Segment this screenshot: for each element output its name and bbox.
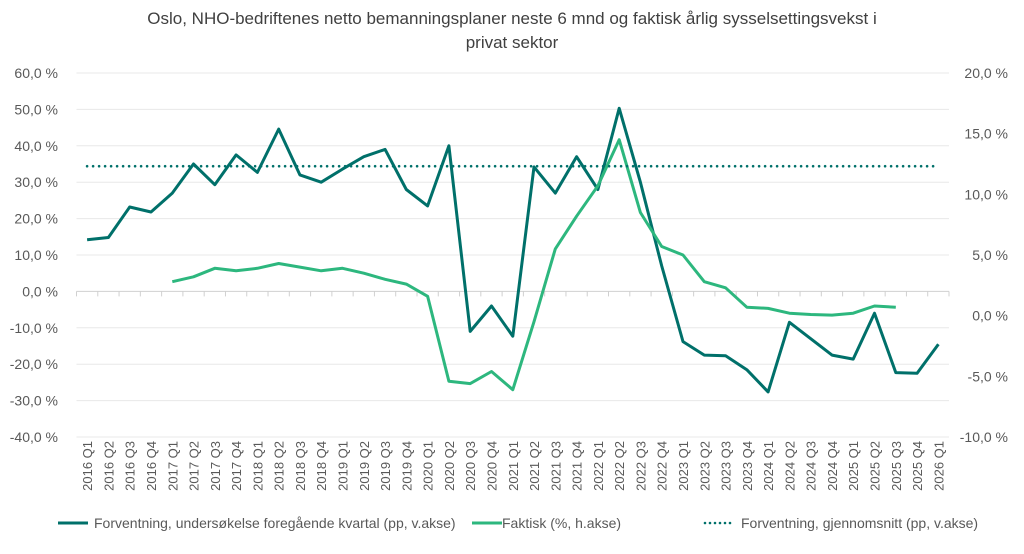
x-axis-tick-label: 2019 Q1 <box>336 441 351 491</box>
x-axis-tick-label: 2025 Q1 <box>846 441 861 491</box>
x-axis-tick-label: 2026 Q1 <box>931 441 946 491</box>
x-axis-tick-label: 2021 Q4 <box>570 441 585 491</box>
right-axis-tick-label: 10,0 % <box>964 186 1008 202</box>
right-axis-tick-label: 20,0 % <box>964 65 1008 81</box>
x-axis-tick-label: 2018 Q1 <box>250 441 265 491</box>
x-axis-tick-label: 2022 Q2 <box>612 441 627 491</box>
x-axis-tick-label: 2024 Q4 <box>825 441 840 491</box>
right-axis-tick-label: 5,0 % <box>972 247 1008 263</box>
x-axis-tick-label: 2023 Q1 <box>676 441 691 491</box>
left-axis-tick-label: 10,0 % <box>14 247 58 263</box>
x-axis-tick-label: 2016 Q2 <box>101 441 116 491</box>
left-axis-tick-label: -20,0 % <box>10 356 58 372</box>
left-axis-tick-label: 60,0 % <box>14 65 58 81</box>
x-axis-tick-label: 2018 Q3 <box>293 441 308 491</box>
x-axis-tick-label: 2024 Q2 <box>782 441 797 491</box>
left-axis-tick-label: -30,0 % <box>10 393 58 409</box>
legend-label-1: Forventning, undersøkelse foregående kva… <box>94 515 456 531</box>
left-axis-tick-label: 30,0 % <box>14 174 58 190</box>
chart-title-line-1: Oslo, NHO-bedriftenes netto bemanningspl… <box>147 9 876 28</box>
x-axis-tick-label: 2017 Q1 <box>165 441 180 491</box>
x-axis-tick-label: 2020 Q4 <box>484 441 499 491</box>
gridlines <box>76 72 949 438</box>
series-line-1 <box>86 106 940 394</box>
series-line-2 <box>171 138 896 392</box>
x-axis-tick-label: 2019 Q4 <box>399 441 414 491</box>
left-axis-tick-label: -40,0 % <box>10 429 58 445</box>
x-axis-tick-label: 2020 Q1 <box>421 441 436 491</box>
x-axis-tick-label: 2017 Q3 <box>208 441 223 491</box>
x-axis-tick-label: 2021 Q3 <box>548 441 563 491</box>
x-axis-tick-label: 2016 Q4 <box>144 441 159 491</box>
x-axis-tick-label: 2023 Q3 <box>719 441 734 491</box>
x-axis-tick-label: 2020 Q2 <box>442 441 457 491</box>
x-axis-tick-label: 2023 Q4 <box>740 441 755 491</box>
x-axis-tick-label: 2024 Q3 <box>804 441 819 491</box>
left-axis-tick-label: 40,0 % <box>14 138 58 154</box>
x-axis-tick-label: 2016 Q1 <box>80 441 95 491</box>
axes: 60,0 % 50,0 % 40,0 % 30,0 % 20,0 % 10,0 % 0,0 … <box>10 65 1008 491</box>
x-axis-tick-label: 2021 Q2 <box>527 441 542 491</box>
x-axis-tick-label: 2018 Q2 <box>272 441 287 491</box>
legend-label-2: Faktisk (%, h.akse) <box>502 515 621 531</box>
left-axis-tick-label: 0,0 % <box>22 283 58 299</box>
x-axis-tick-label: 2025 Q3 <box>889 441 904 491</box>
x-axis-tick-label: 2017 Q2 <box>187 441 202 491</box>
x-axis-tick-label: 2024 Q1 <box>761 441 776 491</box>
right-axis-tick-label: -10,0 % <box>960 429 1008 445</box>
x-axis-tick-label: 2016 Q3 <box>123 441 138 491</box>
right-axis-tick-label: 15,0 % <box>964 126 1008 142</box>
x-axis-tick-label: 2023 Q2 <box>697 441 712 491</box>
legend-label-3: Forventning, gjennomsnitt (pp, v.akse) <box>741 515 978 531</box>
x-axis-tick-label: 2022 Q1 <box>591 441 606 491</box>
x-axis-tick-label: 2020 Q3 <box>463 441 478 491</box>
left-axis-tick-label: 20,0 % <box>14 211 58 227</box>
x-axis-tick-label: 2017 Q4 <box>229 441 244 491</box>
x-axis-tick-label: 2019 Q3 <box>378 441 393 491</box>
legend: Forventning, undersøkelse foregående kva… <box>58 515 978 531</box>
x-axis-tick-label: 2025 Q2 <box>868 441 883 491</box>
right-axis-tick-label: 0,0 % <box>972 308 1008 324</box>
x-axis-tick-label: 2025 Q4 <box>910 441 925 491</box>
chart-title-line-2: privat sektor <box>466 33 559 52</box>
series-lines <box>85 106 940 394</box>
x-axis-tick-label: 2022 Q3 <box>633 441 648 491</box>
x-axis-tick-label: 2018 Q4 <box>314 441 329 491</box>
right-axis-tick-label: -5,0 % <box>968 368 1008 384</box>
x-axis-tick-label: 2019 Q2 <box>357 441 372 491</box>
x-axis-tick-label: 2022 Q4 <box>655 441 670 491</box>
left-axis-tick-label: -10,0 % <box>10 320 58 336</box>
x-axis-tick-label: 2021 Q1 <box>506 441 521 491</box>
left-axis-tick-label: 50,0 % <box>14 101 58 117</box>
